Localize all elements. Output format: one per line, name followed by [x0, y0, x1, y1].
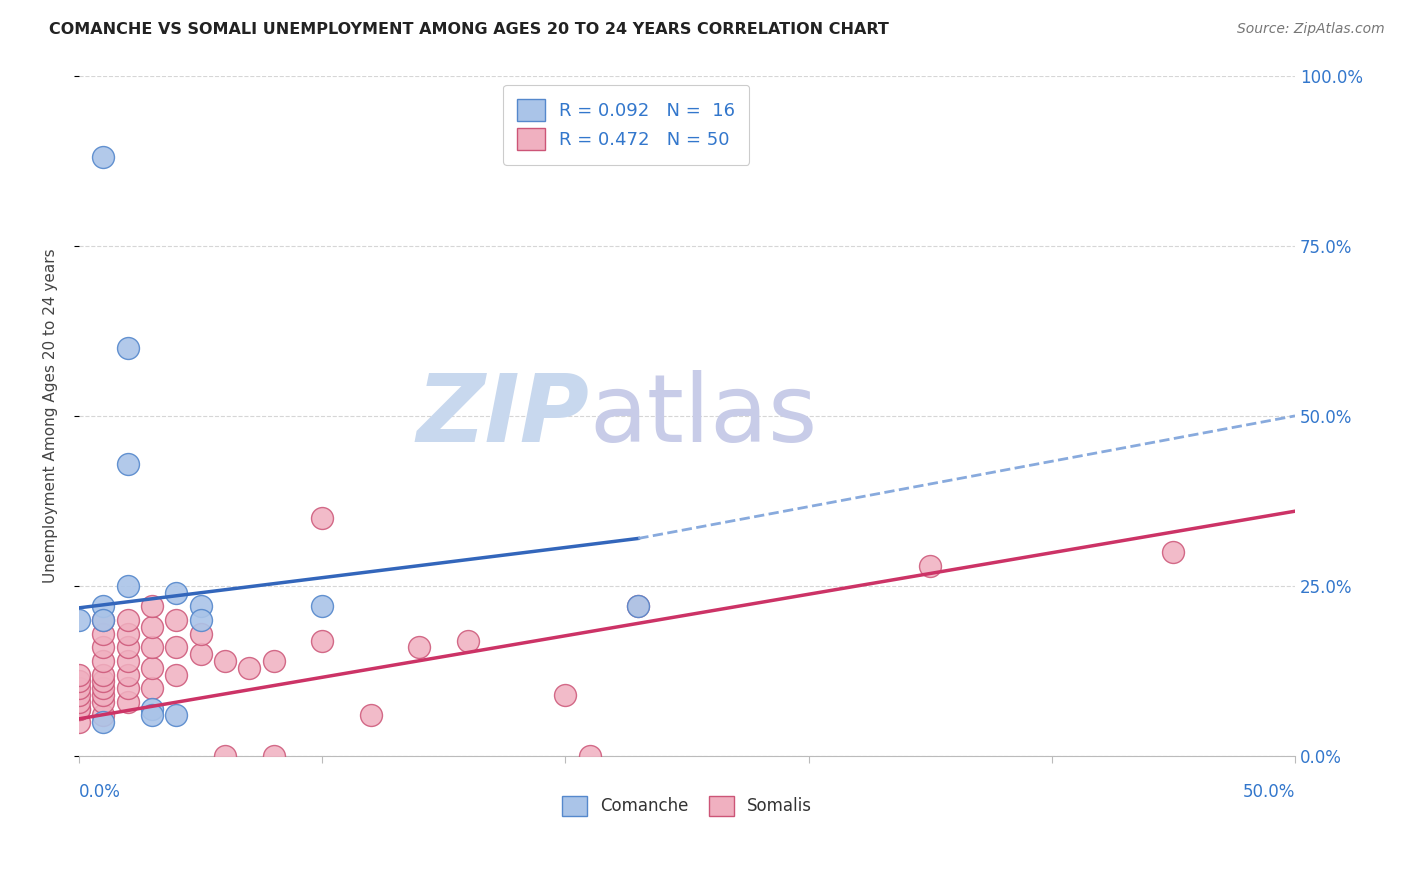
Point: [91, 599, 114, 614]
Point: [91, 150, 114, 164]
Point: [91, 640, 114, 655]
Text: 0.0%: 0.0%: [79, 783, 121, 801]
Point: [141, 681, 163, 696]
Point: [190, 626, 212, 640]
Point: [311, 511, 333, 525]
Point: [91, 654, 114, 668]
Point: [457, 633, 479, 648]
Point: [117, 667, 139, 681]
Point: [141, 701, 163, 715]
Point: [165, 667, 187, 681]
Point: [117, 579, 139, 593]
Point: [1163, 545, 1185, 559]
Point: [214, 654, 236, 668]
Point: [263, 749, 285, 764]
Point: [360, 708, 382, 723]
Legend: Comanche, Somalis: Comanche, Somalis: [555, 789, 818, 822]
Point: [165, 613, 187, 627]
Point: [91, 688, 114, 702]
Point: [141, 708, 163, 723]
Point: [627, 599, 650, 614]
Point: [67, 695, 90, 709]
Text: COMANCHE VS SOMALI UNEMPLOYMENT AMONG AGES 20 TO 24 YEARS CORRELATION CHART: COMANCHE VS SOMALI UNEMPLOYMENT AMONG AG…: [49, 22, 889, 37]
Text: Source: ZipAtlas.com: Source: ZipAtlas.com: [1237, 22, 1385, 37]
Point: [214, 749, 236, 764]
Point: [91, 626, 114, 640]
Point: [117, 626, 139, 640]
Point: [165, 640, 187, 655]
Point: [578, 749, 600, 764]
Point: [67, 688, 90, 702]
Point: [117, 613, 139, 627]
Point: [117, 457, 139, 471]
Point: [91, 613, 114, 627]
Point: [141, 661, 163, 675]
Point: [91, 674, 114, 689]
Point: [67, 681, 90, 696]
Point: [67, 715, 90, 730]
Text: 50.0%: 50.0%: [1243, 783, 1295, 801]
Point: [141, 640, 163, 655]
Point: [311, 633, 333, 648]
Point: [67, 701, 90, 715]
Point: [920, 558, 942, 573]
Point: [117, 640, 139, 655]
Point: [408, 640, 430, 655]
Point: [554, 688, 576, 702]
Point: [67, 667, 90, 681]
Point: [67, 674, 90, 689]
Point: [190, 599, 212, 614]
Point: [117, 654, 139, 668]
Point: [91, 695, 114, 709]
Point: [165, 708, 187, 723]
Point: [91, 681, 114, 696]
Point: [238, 661, 260, 675]
Text: atlas: atlas: [589, 370, 818, 462]
Point: [190, 613, 212, 627]
Point: [91, 708, 114, 723]
Point: [117, 341, 139, 355]
Point: [117, 681, 139, 696]
Point: [141, 620, 163, 634]
Point: [190, 647, 212, 661]
Point: [67, 613, 90, 627]
Point: [91, 667, 114, 681]
Point: [117, 695, 139, 709]
Point: [91, 715, 114, 730]
Point: [91, 613, 114, 627]
Y-axis label: Unemployment Among Ages 20 to 24 years: Unemployment Among Ages 20 to 24 years: [44, 249, 58, 583]
Point: [311, 599, 333, 614]
Point: [165, 586, 187, 600]
Text: ZIP: ZIP: [416, 370, 589, 462]
Point: [627, 599, 650, 614]
Point: [67, 701, 90, 715]
Point: [263, 654, 285, 668]
Point: [141, 599, 163, 614]
